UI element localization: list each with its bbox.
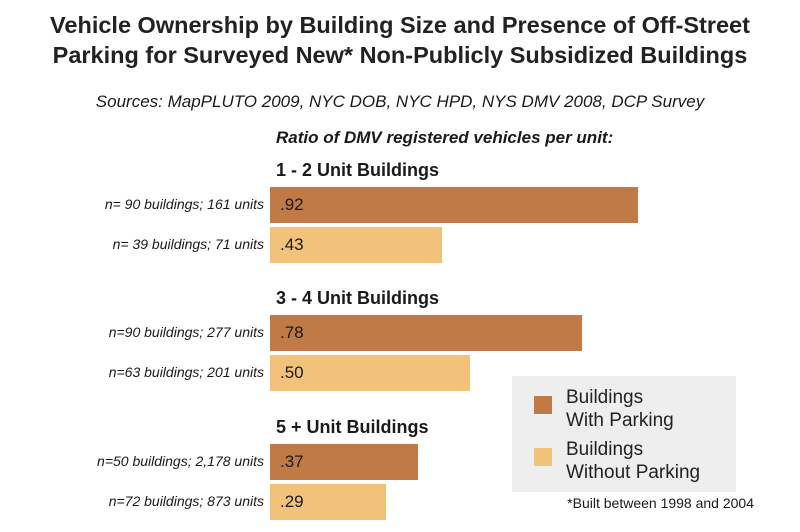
- chart-title: Vehicle Ownership by Building Size and P…: [0, 10, 800, 70]
- bar-row-label: n=63 buildings; 201 units: [108, 364, 264, 380]
- legend-label-with-parking: Buildings With Parking: [566, 386, 674, 432]
- bar-3-with-parking: [270, 444, 418, 480]
- legend-swatch-with-parking: [534, 396, 552, 414]
- legend-label-without-parking: Buildings Without Parking: [566, 438, 700, 484]
- bar-value-label: .50: [280, 363, 304, 382]
- chart-title-line-1: Vehicle Ownership by Building Size and P…: [50, 12, 750, 38]
- value-axis-label: Ratio of DMV registered vehicles per uni…: [276, 128, 614, 147]
- bar-2-with-parking: [270, 315, 582, 351]
- legend-label-without-parking-line-2: Without Parking: [566, 462, 701, 483]
- chart-subtitle: Sources: MapPLUTO 2009, NYC DOB, NYC HPD…: [95, 92, 705, 111]
- bar-2-without-parking: [270, 355, 470, 391]
- group-heading-3: 5 + Unit Buildings: [276, 417, 429, 437]
- bar-value-label: .92: [280, 195, 304, 214]
- legend: Buildings With Parking Buildings Without…: [512, 376, 736, 492]
- bar-value-label: .43: [280, 235, 304, 254]
- chart-title-line-2: Parking for Surveyed New* Non-Publicly S…: [52, 42, 748, 68]
- legend-swatch-without-parking: [534, 448, 552, 466]
- group-heading-1: 1 - 2 Unit Buildings: [276, 160, 440, 180]
- bar-1-with-parking: [270, 187, 638, 223]
- bar-row-label: n= 39 buildings; 71 units: [112, 236, 264, 252]
- bar-1-without-parking: [270, 227, 442, 263]
- group-heading-2: 3 - 4 Unit Buildings: [276, 288, 440, 308]
- legend-label-with-parking-line-2: With Parking: [566, 410, 674, 431]
- bar-value-label: .37: [280, 452, 304, 471]
- footnote: *Built between 1998 and 2004: [567, 495, 754, 511]
- legend-label-with-parking-line-1: Buildings: [566, 387, 644, 408]
- bar-value-label: .29: [280, 492, 304, 511]
- legend-label-without-parking-line-1: Buildings: [566, 439, 644, 460]
- bar-row-label: n=50 buildings; 2,178 units: [97, 453, 264, 469]
- bar-row-label: n=90 buildings; 277 units: [108, 324, 264, 340]
- bar-3-without-parking: [270, 484, 386, 520]
- bar-row-label: n= 90 buildings; 161 units: [104, 196, 264, 212]
- bar-value-label: .78: [280, 323, 304, 342]
- bar-row-label: n=72 buildings; 873 units: [108, 493, 264, 509]
